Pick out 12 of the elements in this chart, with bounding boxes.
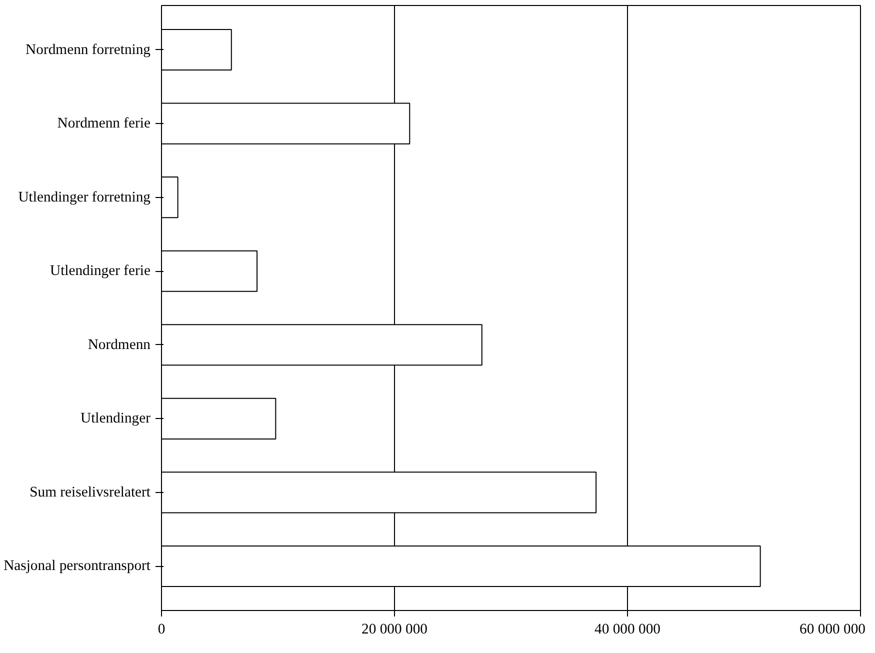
- x-tick-label: 60 000 000: [800, 622, 866, 638]
- y-tick-label: Nordmenn forretning: [26, 42, 152, 58]
- y-tick-label: Sum reiselivsrelatert: [30, 484, 151, 500]
- x-tick-label: 20 000 000: [362, 622, 428, 638]
- y-tick-label: Utlendinger ferie: [50, 263, 151, 280]
- y-tick-label: Nordmenn: [88, 336, 152, 353]
- x-tick-label: 0: [158, 622, 166, 638]
- y-tick-label: Nasjonal persontransport: [4, 558, 151, 574]
- y-tick-label: Nordmenn ferie: [57, 116, 151, 132]
- y-tick-label: Utlendinger forretning: [18, 189, 152, 206]
- y-tick-label: Utlendinger: [80, 410, 151, 427]
- x-tick-label: 40 000 000: [594, 622, 660, 638]
